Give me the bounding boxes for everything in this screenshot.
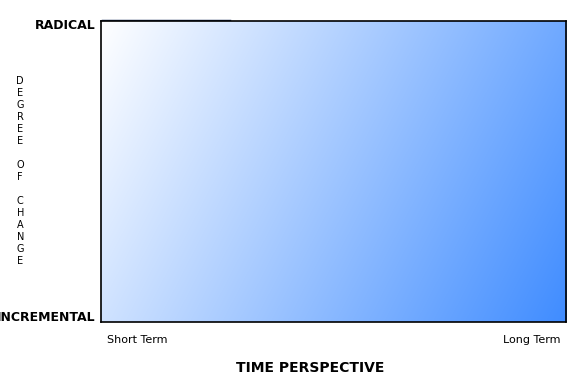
Text: Lower: Lower <box>108 300 139 311</box>
Text: TIME PERSPECTIVE: TIME PERSPECTIVE <box>236 361 385 375</box>
Text: BUILDING
STRATEGY: BUILDING STRATEGY <box>447 224 518 252</box>
Text: TRANSFORMATION
STRATEGY: TRANSFORMATION STRATEGY <box>394 55 525 83</box>
Text: INCREMENTAL: INCREMENTAL <box>0 311 95 324</box>
Text: “CLEARING THE GROUND”: “CLEARING THE GROUND” <box>106 129 261 142</box>
Text: D
E
G
R
E
E

O
F

C
H
A
N
G
E: D E G R E E O F C H A N G E <box>16 77 24 266</box>
Bar <box>103 21 229 105</box>
Text: Higher: Higher <box>529 300 564 311</box>
Text: POSITIVE
MAINTENANCE
STRATEGY: POSITIVE MAINTENANCE STRATEGY <box>110 186 208 229</box>
Text: RADICAL: RADICAL <box>35 19 95 32</box>
Text: A special case: A special case <box>109 71 198 81</box>
Text: Long Term: Long Term <box>503 335 561 345</box>
Text: Tactical adaptation
Continuous improvement: Tactical adaptation Continuous improveme… <box>115 253 247 274</box>
Text: Survival Crisis: Survival Crisis <box>109 29 204 42</box>
Text: Short Term: Short Term <box>107 335 168 345</box>
Text: DEGREE OF AMBITION: DEGREE OF AMBITION <box>265 300 402 311</box>
